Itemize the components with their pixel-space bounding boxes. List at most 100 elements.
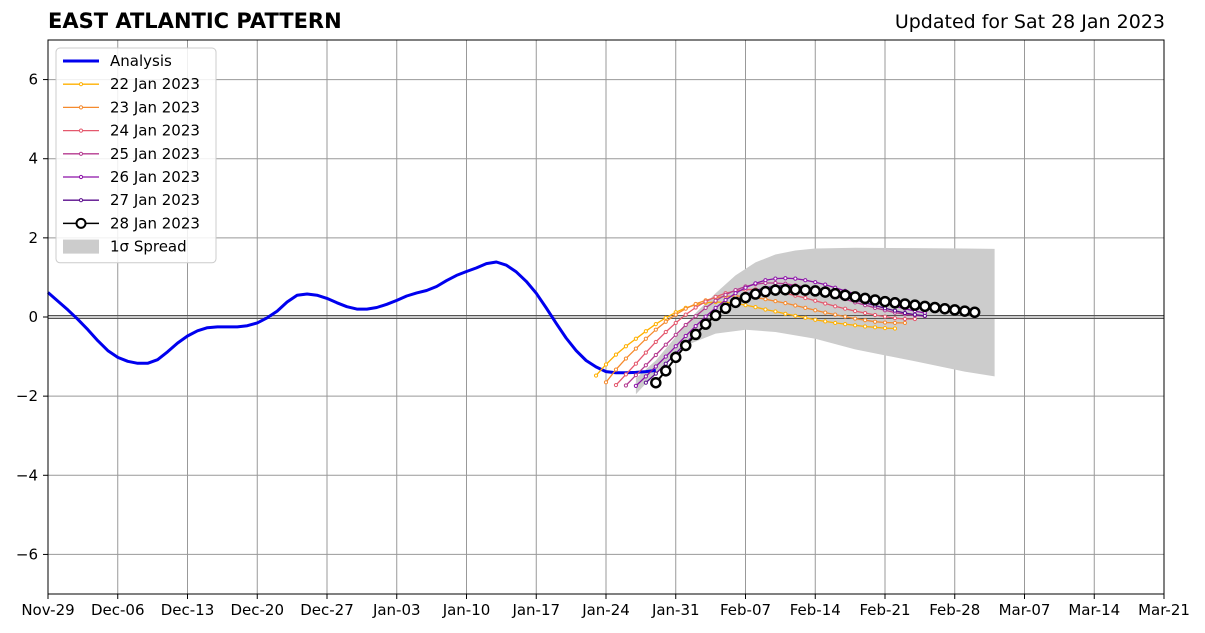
forecast-point [693,305,698,310]
forecast-point [833,312,838,317]
x-tick-label: Dec-06 [91,601,145,619]
x-tick-label: Mar-21 [1138,601,1190,619]
axes: Nov-29 Dec-06 Dec-13 Dec-20 Dec-27 Jan-03 Jan-… [16,39,1190,619]
forecast-point [719,302,732,315]
chart-subtitle: Updated for Sat 28 Jan 2023 [894,11,1165,33]
x-tick-label: Dec-13 [161,601,215,619]
y-tick-label: 2 [28,229,38,247]
forecast-point [862,318,868,323]
forecast-point [663,315,668,320]
legend-marker [78,198,84,203]
forecast-point [853,308,858,314]
forecast-point [779,283,792,296]
forecast-point [653,371,658,376]
forecast-point [882,320,888,325]
legend-marker [78,82,84,87]
legend-label: 27 Jan 2023 [110,191,200,209]
forecast-point [862,324,868,329]
forecast-point [753,281,758,286]
forecast-point [603,362,609,367]
forecast-point [799,284,812,296]
forecast-point [793,303,798,308]
plot-frame [47,39,1165,595]
x-tick-label: Mar-07 [999,601,1051,619]
y-tick-label: 6 [28,71,38,89]
y-tick-label: −2 [16,387,38,405]
forecast-point [899,298,911,310]
x-tick-label: Feb-21 [859,601,910,619]
forecast-point [783,276,788,281]
forecast-point [843,322,848,327]
forecast-point [783,301,788,306]
forecast-point [683,306,688,311]
legend-marker [78,105,84,110]
legend-entry: Analysis [63,52,172,70]
forecast-point [689,328,702,341]
forecast-point [679,339,692,352]
forecast-point [889,297,901,309]
forecast-point [643,336,648,341]
forecast-point [813,280,818,285]
forecast-point [633,346,638,351]
forecast-point [958,305,971,317]
forecast-point [653,322,658,327]
forecast-point [902,316,908,322]
x-tick-label: Dec-27 [300,601,354,619]
forecast-point [773,299,778,304]
forecast-point [823,319,828,324]
legend-entry: 28 Jan 2023 [63,214,200,232]
legend-entry: 23 Jan 2023 [63,98,200,116]
forecast-28-jan-2023 [650,283,981,389]
legend-label: 26 Jan 2023 [110,168,200,186]
forecast-point [833,304,838,309]
forecast-point [763,307,768,312]
forecast-point [902,310,908,316]
legend-label: 22 Jan 2023 [110,75,200,93]
legend-entry: 1σ Spread [63,238,187,256]
forecast-point [859,292,871,305]
forecast-point [743,285,748,290]
forecast-point [803,305,808,310]
forecast-point [763,297,768,302]
legend-entry: 24 Jan 2023 [63,122,200,140]
forecast-point [633,373,638,378]
forecast-point [643,329,648,334]
forecast-point [650,376,662,389]
forecast-point [823,301,828,306]
forecast-point [892,308,898,313]
forecast-point [809,285,821,297]
forecast-point [613,382,619,388]
legend: Analysis 22 Jan 2023 23 Jan 2023 24 Jan 202… [55,47,217,264]
forecast-point [729,296,742,309]
legend-box [55,47,217,264]
forecast-point [723,292,728,297]
forecast-point [713,305,718,310]
forecast-point [653,339,658,345]
forecast-point [733,291,738,296]
forecast-point [843,306,848,311]
forecast-point [819,286,831,298]
forecast-point [693,314,698,319]
forecast-point [633,336,638,341]
forecast-point [813,317,818,322]
legend-label: 24 Jan 2023 [110,122,200,140]
forecast-point [833,320,838,326]
forecast-point [892,326,898,331]
forecast-point [892,316,898,321]
forecast-point [843,314,848,319]
x-tick-label: Feb-14 [790,601,841,619]
forecast-point [709,309,722,322]
forecast-point [633,361,638,366]
forecast-point [949,304,961,316]
legend-entry: 22 Jan 2023 [63,75,200,93]
forecast-point [823,310,828,315]
forecast-point [613,352,619,357]
forecast-point [939,302,951,315]
forecast-point [879,295,891,308]
forecast-series [593,276,981,389]
forecast-point [759,285,772,298]
forecast-point [623,383,629,388]
forecast-point [909,299,921,311]
y-tick-label: 4 [28,150,38,168]
